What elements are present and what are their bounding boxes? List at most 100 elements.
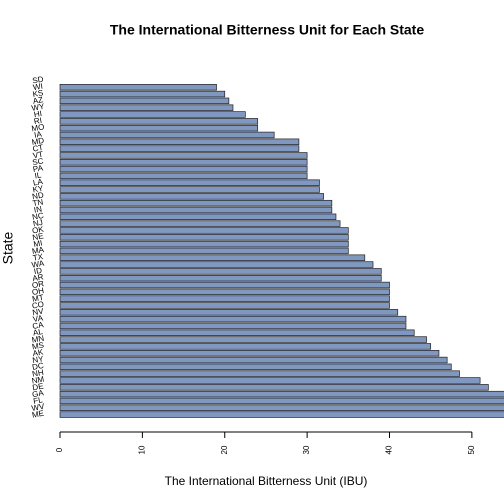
y-tick-label: LA xyxy=(32,177,44,188)
y-tick-label: AK xyxy=(32,347,45,358)
x-axis-label: The International Bitterness Unit (IBU) xyxy=(165,474,368,488)
y-tick-label: VT xyxy=(32,150,44,161)
y-tick-label: PA xyxy=(32,163,44,174)
bar xyxy=(59,179,320,186)
y-tick-label: OR xyxy=(31,279,45,290)
y-tick-label: GA xyxy=(31,388,45,399)
y-tick-label: IL xyxy=(34,170,43,180)
bar xyxy=(59,397,504,405)
bar xyxy=(59,152,308,159)
y-tick-label: SC xyxy=(32,156,45,167)
bar xyxy=(59,302,390,309)
y-tick-label: WV xyxy=(31,402,46,413)
y-tick-label: IA xyxy=(33,129,43,139)
bar xyxy=(59,145,300,152)
x-tick-label: 30 xyxy=(302,445,311,454)
y-tick-label: ID xyxy=(33,266,43,276)
bar xyxy=(59,336,427,343)
bar xyxy=(59,390,504,398)
x-tick-label: 20 xyxy=(220,445,229,454)
y-tick-label: HI xyxy=(33,109,42,119)
bar xyxy=(59,309,399,316)
bar xyxy=(59,247,349,255)
y-tick-label: NY xyxy=(32,354,45,365)
bar xyxy=(59,199,333,207)
y-tick-label: MD xyxy=(31,136,45,147)
bar xyxy=(59,349,440,357)
y-tick-label: NJ xyxy=(32,218,43,229)
y-tick-label: WA xyxy=(31,259,46,270)
bar xyxy=(59,404,504,411)
bar xyxy=(59,281,390,289)
bar xyxy=(59,322,407,330)
y-tick-label: NH xyxy=(31,368,44,379)
y-tick-label: DC xyxy=(31,361,44,372)
bar xyxy=(59,268,382,275)
y-tick-label: TN xyxy=(32,197,44,208)
x-tick-label: 40 xyxy=(385,445,394,454)
bar xyxy=(59,97,230,105)
y-tick-label: TX xyxy=(32,252,44,263)
y-tick-label: FL xyxy=(33,395,44,406)
y-tick-label: CT xyxy=(32,143,44,154)
y-tick-label: ND xyxy=(31,190,44,201)
bar xyxy=(59,206,333,214)
y-tick-label: MT xyxy=(31,293,44,304)
y-tick-label: NM xyxy=(31,375,45,386)
bar xyxy=(59,159,308,166)
y-tick-label: AR xyxy=(32,272,45,283)
bar xyxy=(59,138,300,146)
y-axis-label: State xyxy=(0,231,16,264)
y-tick-label: NE xyxy=(32,231,45,242)
bar xyxy=(59,84,217,91)
y-tick-label: ME xyxy=(31,409,44,420)
y-tick-label: NV xyxy=(32,306,45,317)
bar xyxy=(59,220,341,227)
y-tick-label: MS xyxy=(31,341,44,352)
y-tick-label: IN xyxy=(33,204,43,214)
y-tick-label: DE xyxy=(32,382,45,393)
bar xyxy=(59,186,320,193)
y-tick-label: KY xyxy=(32,184,45,195)
bar xyxy=(59,131,275,139)
bar xyxy=(59,343,432,350)
bar xyxy=(59,363,452,371)
y-tick-label: CO xyxy=(31,300,44,311)
bar xyxy=(59,118,259,125)
y-tick-label: MA xyxy=(31,245,45,256)
chart-title: The International Bitterness Unit for Ea… xyxy=(110,22,424,38)
y-tick-label: CA xyxy=(32,320,45,331)
bars xyxy=(59,84,504,418)
y-tick-label: SD xyxy=(32,75,45,86)
bar xyxy=(59,288,390,296)
bar xyxy=(59,329,415,336)
bar xyxy=(59,370,460,377)
bar xyxy=(59,111,246,118)
y-tick-label: MO xyxy=(31,122,45,133)
bar xyxy=(59,104,234,111)
y-tick-label: OH xyxy=(31,286,45,297)
bar xyxy=(59,384,489,391)
bar xyxy=(59,165,308,173)
x-tick-label: 50 xyxy=(467,445,476,454)
y-tick-label: KS xyxy=(32,88,44,99)
y-tick-label: AZ xyxy=(32,95,44,106)
y-tick-label: MN xyxy=(31,334,45,345)
bar xyxy=(59,213,337,221)
bar xyxy=(59,377,481,384)
y-tick-label: MI xyxy=(33,239,43,249)
bar xyxy=(59,315,407,323)
y-tick-label: WI xyxy=(32,82,43,93)
bar xyxy=(59,356,448,364)
bar xyxy=(59,411,504,418)
y-tick-label: AL xyxy=(32,327,44,338)
x-tick-label: 10 xyxy=(137,445,146,454)
bar xyxy=(59,254,366,261)
x-tick-label: 0 xyxy=(55,447,64,452)
y-tick-label: OK xyxy=(31,225,45,236)
bar xyxy=(59,172,308,180)
bar xyxy=(59,240,349,248)
bar xyxy=(59,261,374,268)
y-tick-label: VA xyxy=(32,313,44,324)
